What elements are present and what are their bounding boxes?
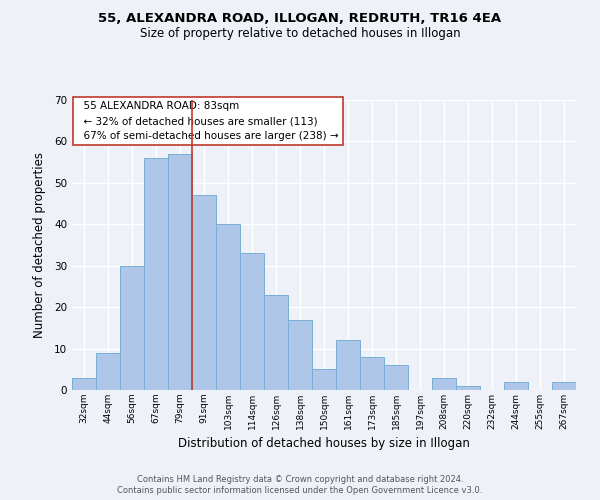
Bar — [96, 352, 120, 390]
Text: Contains public sector information licensed under the Open Government Licence v3: Contains public sector information licen… — [118, 486, 482, 495]
Bar — [552, 382, 576, 390]
Bar — [384, 365, 408, 390]
Bar — [72, 378, 96, 390]
Bar — [504, 382, 528, 390]
Text: Contains HM Land Registry data © Crown copyright and database right 2024.: Contains HM Land Registry data © Crown c… — [137, 475, 463, 484]
Bar — [456, 386, 480, 390]
Bar — [168, 154, 192, 390]
Bar — [240, 254, 264, 390]
Bar — [216, 224, 240, 390]
Bar — [312, 370, 336, 390]
Bar — [360, 357, 384, 390]
Bar — [144, 158, 168, 390]
Y-axis label: Number of detached properties: Number of detached properties — [32, 152, 46, 338]
Bar — [432, 378, 456, 390]
Bar — [120, 266, 144, 390]
Text: Size of property relative to detached houses in Illogan: Size of property relative to detached ho… — [140, 28, 460, 40]
Text: 55, ALEXANDRA ROAD, ILLOGAN, REDRUTH, TR16 4EA: 55, ALEXANDRA ROAD, ILLOGAN, REDRUTH, TR… — [98, 12, 502, 26]
Bar — [336, 340, 360, 390]
Bar — [288, 320, 312, 390]
X-axis label: Distribution of detached houses by size in Illogan: Distribution of detached houses by size … — [178, 438, 470, 450]
Bar — [192, 196, 216, 390]
Text: 55 ALEXANDRA ROAD: 83sqm
  ← 32% of detached houses are smaller (113)
  67% of s: 55 ALEXANDRA ROAD: 83sqm ← 32% of detach… — [77, 102, 338, 141]
Bar — [264, 294, 288, 390]
